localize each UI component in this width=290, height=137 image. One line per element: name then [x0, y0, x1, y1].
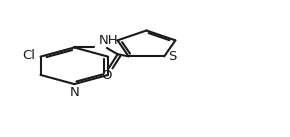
Text: O: O — [101, 69, 111, 82]
Text: N: N — [69, 86, 79, 99]
Text: Cl: Cl — [22, 49, 35, 62]
Text: S: S — [168, 50, 176, 63]
Text: NH: NH — [99, 34, 118, 47]
